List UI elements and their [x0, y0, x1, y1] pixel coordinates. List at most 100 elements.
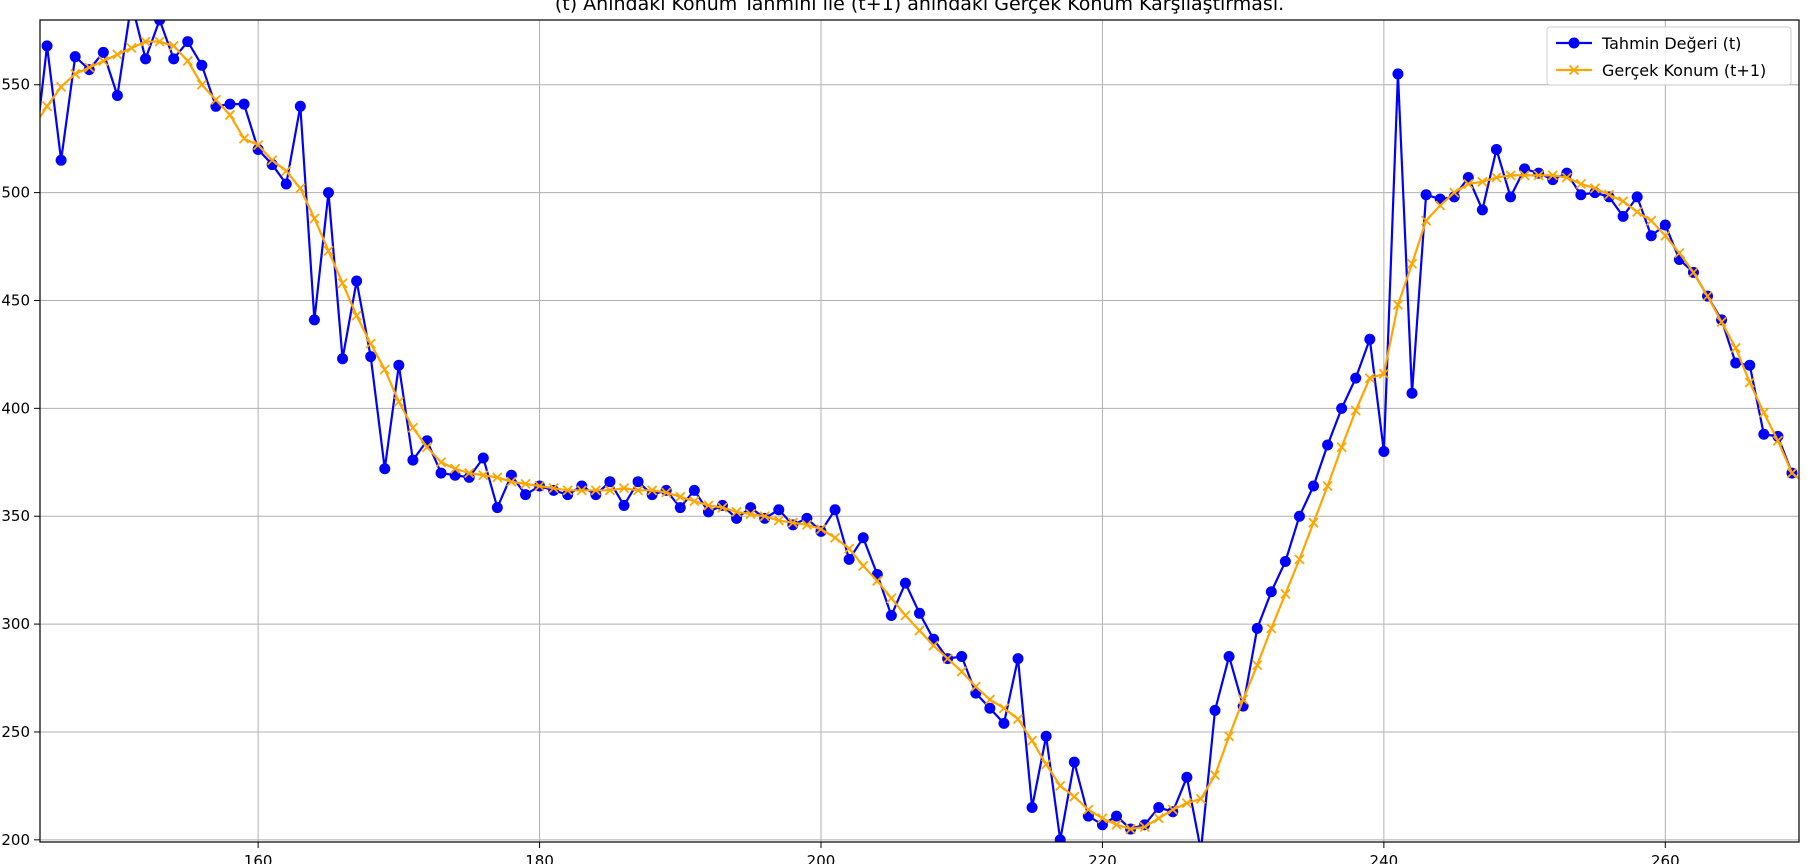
data-point: [393, 359, 405, 371]
data-point: [942, 653, 953, 664]
data-point: [1181, 798, 1193, 809]
data-point: [478, 470, 489, 481]
data-point: [604, 485, 616, 496]
data-point: [1125, 823, 1136, 835]
data-point: [843, 553, 855, 565]
data-point: [407, 422, 419, 433]
data-point: [1068, 756, 1080, 768]
data-point: [604, 476, 616, 488]
data-point: [140, 53, 152, 65]
data-point: [1069, 791, 1080, 802]
series-group: [40, 20, 1799, 842]
x-tick-label: 200: [807, 852, 836, 864]
data-point: [112, 49, 123, 60]
data-point: [1111, 819, 1122, 830]
data-point: [1758, 428, 1770, 440]
legend-marker: [1568, 37, 1580, 49]
data-point: [182, 55, 193, 67]
data-point: [773, 515, 784, 526]
data-point: [435, 457, 447, 468]
data-point: [956, 666, 967, 677]
legend: Tahmin Değeri (t) Gerçek Konum (t+1): [1546, 26, 1792, 86]
data-point: [914, 625, 925, 636]
data-point: [519, 489, 531, 501]
data-point: [844, 543, 855, 554]
data-point: [520, 478, 531, 489]
data-point: [1012, 713, 1024, 725]
data-point: [1632, 206, 1643, 218]
data-point: [1252, 659, 1263, 671]
data-point: [1012, 653, 1024, 665]
data-point: [196, 79, 207, 90]
data-point: [632, 485, 644, 496]
data-point: [168, 40, 179, 52]
data-point: [801, 519, 813, 530]
data-point: [1280, 588, 1291, 600]
y-tick-label: 450: [1, 291, 30, 309]
series-2: [40, 36, 1799, 835]
y-tick-label: 300: [1, 615, 30, 633]
data-point: [1294, 554, 1305, 565]
data-point: [1449, 187, 1460, 198]
data-point: [1041, 759, 1052, 770]
data-point: [1378, 445, 1390, 457]
data-point: [1139, 821, 1150, 833]
x-tick-label: 260: [1651, 852, 1680, 864]
data-point: [267, 155, 278, 166]
data-point: [154, 20, 166, 26]
x-tick-label: 180: [525, 852, 554, 864]
data-point: [1238, 694, 1249, 705]
data-point: [1097, 813, 1108, 824]
data-point: [351, 275, 363, 287]
data-point: [1209, 704, 1221, 716]
data-point: [759, 511, 770, 522]
data-point: [787, 517, 798, 528]
data-point: [1392, 299, 1404, 310]
data-point: [717, 502, 728, 513]
data-point: [379, 463, 391, 475]
data-point: [646, 485, 658, 496]
data-point: [914, 607, 925, 619]
data-point: [970, 681, 981, 692]
data-point: [182, 36, 194, 48]
data-point: [365, 338, 376, 349]
data-point: [731, 506, 742, 518]
data-point: [1378, 368, 1390, 379]
data-point: [309, 213, 320, 224]
data-point: [1786, 467, 1798, 479]
data-point: [97, 46, 109, 58]
data-point: [984, 694, 995, 705]
data-point: [1631, 191, 1643, 203]
data-point: [41, 101, 53, 112]
legend-marker: [1568, 64, 1580, 76]
data-point: [1111, 810, 1123, 822]
data-point: [1617, 196, 1629, 207]
data-point: [590, 485, 601, 496]
y-tick-label: 350: [1, 507, 30, 525]
data-point: [111, 90, 123, 102]
data-point: [55, 81, 67, 93]
data-point: [140, 36, 151, 47]
data-point: [491, 502, 503, 514]
y-tick-label: 200: [1, 831, 30, 849]
data-point: [885, 609, 897, 621]
data-point: [1603, 189, 1615, 200]
chart-title: (t) Anındaki Konum Tahmini ile (t+1) anı…: [555, 0, 1284, 15]
data-point: [745, 508, 756, 520]
axis-ticks: 160 180 200 220 240 260 200 250 300 350 400 450 500 5…: [1, 76, 1679, 864]
data-point: [1350, 405, 1361, 416]
data-point: [280, 178, 292, 190]
data-point: [337, 278, 348, 289]
data-point: [1209, 769, 1221, 781]
data-point: [464, 467, 475, 479]
data-point: [1617, 210, 1629, 222]
legend-box: [1546, 26, 1792, 86]
data-point: [1083, 804, 1094, 815]
data-point: [815, 524, 827, 535]
data-point: [1420, 215, 1432, 226]
data-point: [379, 364, 390, 375]
data-point: [1547, 170, 1558, 181]
data-point: [55, 154, 67, 166]
